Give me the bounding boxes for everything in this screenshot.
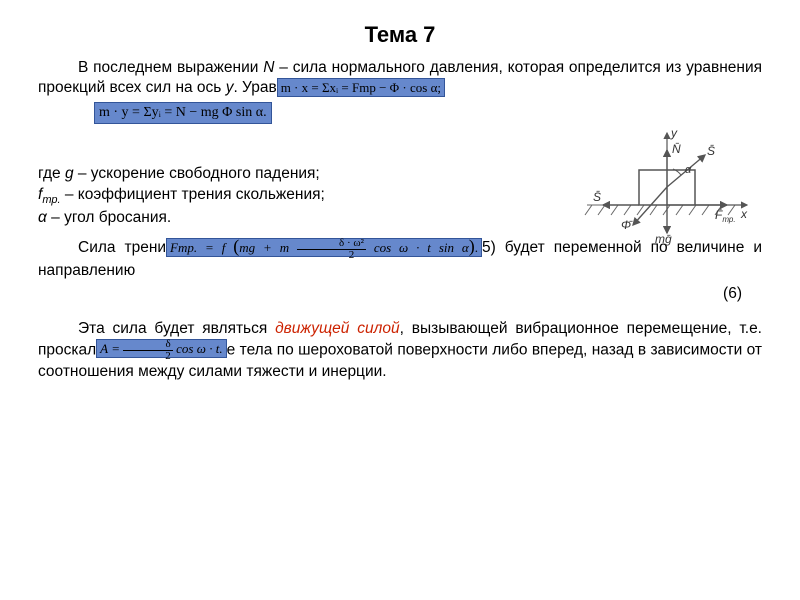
fa-frac-bot: 2: [123, 351, 173, 362]
p3-a: Эта сила будет являться: [78, 320, 275, 337]
formula-friction: Fmp. = f (mg + m δ · ω²2 cos ω · t sin α…: [166, 238, 482, 257]
label-N: N̄: [672, 142, 681, 156]
ff-frac: δ · ω²2: [297, 238, 366, 261]
formula-eq2: m · y = Σyᵢ = N − mg Φ sin α.: [94, 102, 272, 124]
formula-eq1: m · x = Σxᵢ = Fmp − Φ · cos α;: [277, 78, 445, 97]
ff-a: Fmp. = f: [170, 240, 233, 255]
intro-text-a: В последнем выражении: [78, 59, 263, 76]
label-Phi: Φ̄: [621, 218, 633, 232]
ff-frac-bot: 2: [297, 250, 366, 261]
label-S: S̄: [707, 144, 715, 158]
label-alpha: α: [685, 164, 692, 176]
label-mg: mḡ: [655, 232, 672, 246]
label-y: y: [670, 126, 678, 140]
formula-A: A = δ2 cos ω · t.: [96, 339, 226, 358]
free-body-diagram: y x N̄ S̄ α S̄ Φ̄ mḡ F̄тр.: [577, 125, 752, 255]
def-g-b: – ускорение свободного падения;: [74, 165, 320, 182]
label-x: x: [740, 207, 748, 221]
def-g-a: где: [38, 165, 65, 182]
equation-number: (6): [38, 285, 762, 303]
sym-g: g: [65, 165, 74, 182]
fa-b: cos ω · t.: [173, 341, 223, 356]
ff-b: mg + m: [239, 240, 297, 255]
driving-paragraph: Эта сила будет являться движущей силой, …: [38, 319, 762, 382]
sym-f-sub: тр.: [42, 194, 60, 206]
fa-a: A =: [100, 341, 123, 356]
label-Str: S̄: [593, 190, 601, 204]
driving-force-term: движущей силой: [275, 320, 399, 337]
fa-frac: δ2: [123, 339, 173, 362]
sym-alpha: α: [38, 209, 47, 226]
ff-frac-top: δ · ω²: [297, 238, 366, 250]
page-title: Тема 7: [38, 22, 762, 48]
def-alpha-b: – угол бросания.: [47, 209, 171, 226]
intro-text-c: . Урав: [233, 79, 276, 96]
def-f-b: – коэффициент трения скольжения;: [61, 186, 325, 203]
ff-c: cos ω · t sin α: [366, 240, 469, 255]
p2-a: Сила трени: [78, 239, 166, 256]
var-N: N: [263, 59, 274, 76]
label-Ftr: F̄тр.: [715, 208, 736, 224]
intro-paragraph: В последнем выражении N – сила нормально…: [38, 58, 762, 98]
